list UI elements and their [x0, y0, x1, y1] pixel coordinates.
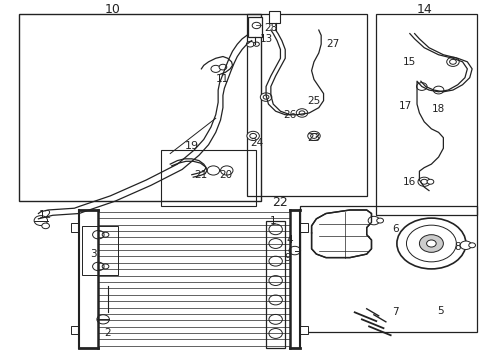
Text: 18: 18 — [431, 104, 444, 114]
Circle shape — [448, 59, 455, 64]
Circle shape — [426, 240, 435, 247]
Bar — [160, 150, 256, 207]
Circle shape — [92, 230, 104, 239]
Circle shape — [268, 314, 282, 324]
Circle shape — [268, 239, 282, 248]
Circle shape — [268, 256, 282, 266]
Circle shape — [260, 93, 271, 101]
Circle shape — [426, 179, 433, 184]
Text: 10: 10 — [104, 3, 121, 16]
Bar — [248, 17, 261, 37]
Circle shape — [416, 83, 426, 90]
Circle shape — [307, 131, 320, 140]
Bar — [299, 326, 307, 334]
Text: 16: 16 — [403, 177, 416, 187]
Text: 21: 21 — [194, 170, 207, 180]
Text: 19: 19 — [184, 141, 199, 152]
Circle shape — [97, 315, 109, 324]
Text: 27: 27 — [326, 39, 339, 49]
Text: 6: 6 — [391, 224, 398, 234]
Circle shape — [310, 134, 317, 138]
Circle shape — [252, 22, 260, 29]
Circle shape — [296, 109, 307, 117]
Bar — [269, 11, 280, 23]
Circle shape — [246, 131, 259, 140]
Text: 2: 2 — [104, 328, 111, 338]
Text: 28: 28 — [264, 23, 277, 33]
Circle shape — [268, 295, 282, 305]
Circle shape — [249, 134, 256, 138]
Circle shape — [253, 42, 259, 46]
Circle shape — [396, 218, 465, 269]
Text: 25: 25 — [307, 96, 320, 105]
Circle shape — [41, 223, 49, 229]
Text: 9: 9 — [284, 253, 290, 262]
Bar — [246, 14, 366, 196]
Text: 8: 8 — [453, 242, 460, 252]
Text: 24: 24 — [249, 138, 263, 148]
Circle shape — [459, 241, 471, 249]
Circle shape — [299, 111, 304, 115]
Text: 13: 13 — [259, 34, 272, 44]
Bar — [299, 207, 476, 332]
Circle shape — [420, 179, 427, 184]
Circle shape — [432, 86, 443, 94]
Bar — [265, 221, 285, 348]
Bar — [19, 14, 261, 201]
Text: 26: 26 — [283, 110, 296, 120]
Circle shape — [268, 329, 282, 338]
Bar — [81, 226, 117, 275]
Circle shape — [220, 166, 232, 175]
Text: 1: 1 — [269, 216, 276, 226]
Text: 22: 22 — [272, 197, 288, 210]
Circle shape — [207, 166, 219, 175]
Text: 7: 7 — [391, 307, 398, 317]
Circle shape — [210, 66, 220, 72]
Circle shape — [419, 235, 443, 252]
Text: 17: 17 — [398, 101, 411, 111]
Circle shape — [376, 218, 383, 223]
Circle shape — [367, 216, 379, 225]
Text: 23: 23 — [307, 133, 320, 143]
Circle shape — [417, 177, 429, 186]
Bar — [299, 224, 307, 232]
Circle shape — [219, 64, 226, 70]
Text: 20: 20 — [218, 170, 231, 180]
Circle shape — [468, 243, 474, 248]
Text: 4: 4 — [286, 235, 293, 245]
Text: 5: 5 — [437, 306, 444, 315]
Circle shape — [406, 225, 455, 262]
Circle shape — [246, 41, 254, 47]
Text: 12: 12 — [39, 210, 52, 220]
Circle shape — [268, 276, 282, 285]
Bar — [70, 326, 79, 334]
Bar — [70, 224, 79, 232]
Circle shape — [446, 57, 458, 66]
Circle shape — [34, 216, 47, 225]
Bar — [376, 14, 476, 215]
Circle shape — [92, 262, 104, 271]
Text: 11: 11 — [216, 75, 229, 85]
Circle shape — [263, 95, 268, 99]
Polygon shape — [311, 210, 371, 258]
Circle shape — [288, 246, 300, 255]
Text: 15: 15 — [403, 57, 416, 67]
Text: 3: 3 — [90, 249, 97, 259]
Ellipse shape — [268, 224, 282, 235]
Text: 14: 14 — [415, 3, 431, 16]
